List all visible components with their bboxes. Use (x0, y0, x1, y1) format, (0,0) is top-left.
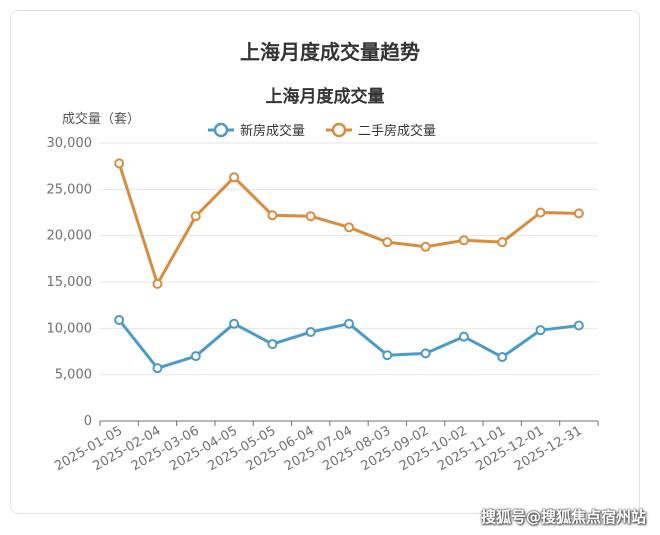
data-point[interactable] (152, 363, 163, 374)
legend[interactable]: 新房成交量 二手房成交量 (208, 122, 436, 139)
data-point[interactable] (114, 314, 125, 325)
data-point[interactable] (344, 222, 354, 233)
page-title: 上海月度成交量趋势 (240, 40, 420, 64)
y-axis-label: 成交量（套） (62, 111, 140, 127)
chart-title: 上海月度成交量 (266, 86, 385, 107)
legend-marker (213, 122, 229, 138)
chart-card (10, 10, 640, 514)
data-point[interactable] (573, 320, 584, 331)
data-point[interactable] (535, 207, 546, 218)
y-tick-label: 0 (84, 414, 92, 429)
data-point[interactable] (382, 237, 393, 248)
data-point[interactable] (344, 318, 354, 329)
data-point[interactable] (267, 210, 278, 221)
y-tick-label: 5,000 (55, 368, 92, 383)
data-point[interactable] (497, 352, 508, 363)
data-point[interactable] (420, 348, 431, 359)
data-point[interactable] (114, 158, 125, 169)
y-tick-label: 25,000 (47, 182, 93, 197)
data-point[interactable] (267, 339, 278, 350)
data-point[interactable] (497, 237, 508, 248)
data-point[interactable] (152, 278, 163, 289)
data-point[interactable] (305, 211, 316, 222)
y-tick-label: 15,000 (47, 275, 93, 290)
data-point[interactable] (190, 211, 201, 222)
data-point[interactable] (420, 241, 431, 252)
data-point[interactable] (382, 350, 393, 361)
data-point[interactable] (535, 325, 546, 336)
data-point[interactable] (458, 235, 469, 246)
data-point[interactable] (458, 331, 469, 342)
data-point[interactable] (229, 318, 240, 329)
x-axis: 2025-01-052025-02-042025-03-062025-04-05… (52, 420, 599, 474)
legend-label: 二手房成交量 (358, 123, 436, 139)
series-layer (114, 158, 584, 374)
data-point[interactable] (190, 351, 201, 362)
legend-label: 新房成交量 (240, 123, 305, 139)
legend-item[interactable]: 新房成交量 (208, 122, 305, 139)
watermark: 搜狐号@搜狐焦点宿州站 (480, 508, 646, 526)
data-point[interactable] (229, 172, 240, 183)
grid-lines (100, 142, 598, 376)
legend-marker (331, 122, 347, 138)
series-2 (114, 158, 584, 289)
data-point[interactable] (573, 208, 584, 219)
data-point[interactable] (305, 327, 316, 338)
legend-item[interactable]: 二手房成交量 (326, 122, 436, 139)
y-tick-label: 10,000 (47, 321, 93, 336)
y-axis-ticks: 0 5,000 10,000 15,000 20,000 25,000 30,000 (47, 136, 93, 429)
series-1 (114, 314, 584, 374)
y-tick-label: 30,000 (47, 136, 93, 151)
y-tick-label: 20,000 (47, 229, 93, 244)
